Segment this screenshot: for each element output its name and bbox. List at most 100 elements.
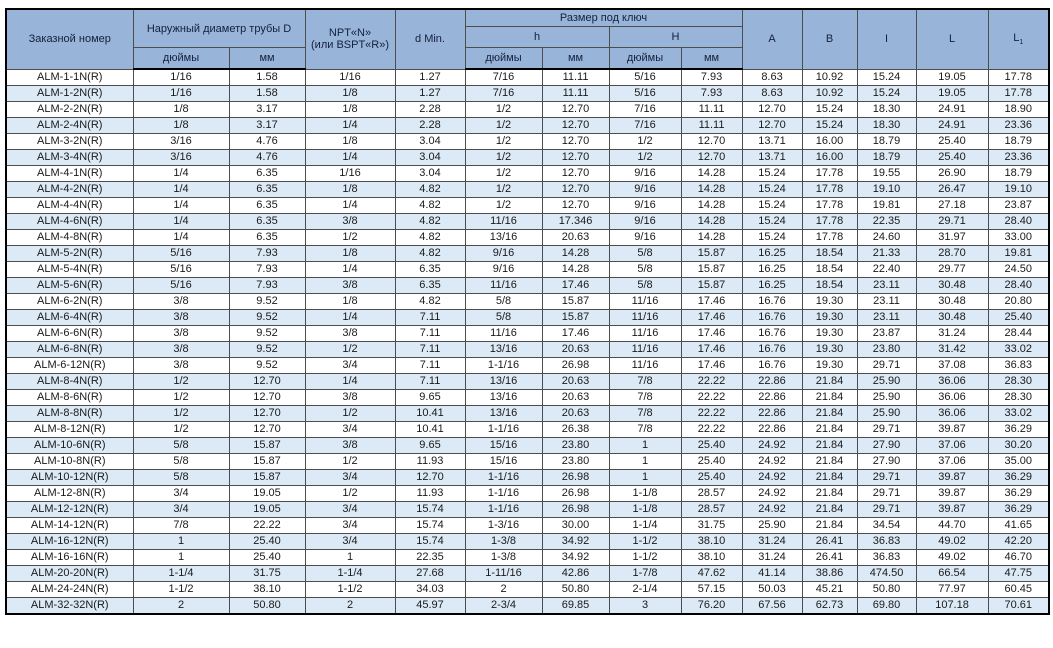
cell-value: 3/16 [132,133,230,150]
cell-value: 15.24 [801,101,858,118]
cell-value: 1-1/16 [464,357,543,374]
cell-value: 5/16 [132,261,230,278]
cell-value: 21.84 [801,389,858,406]
cell-value: 1-1/2 [304,581,396,598]
cell-value: 16.25 [741,245,803,262]
cell-value: 16.25 [741,277,803,294]
header-h-big: H [608,26,743,48]
cell-value: 3.17 [228,117,306,134]
cell-value: 20.63 [541,341,610,358]
cell-value: 28.40 [987,213,1050,230]
cell-value: 19.05 [228,501,306,518]
cell-value: 15.24 [741,197,803,214]
cell-value: 1-11/16 [464,565,543,582]
cell-value: 19.05 [228,485,306,502]
cell-value: 3/4 [304,469,396,486]
cell-value: 14.28 [680,181,743,198]
cell-value: 5/8 [132,469,230,486]
cell-order-number: ALM-10-8N(R) [5,453,134,470]
cell-value: 1/4 [304,197,396,214]
table-row: ALM-8-4N(R) 1/2 12.70 1/4 7.11 13/16 20.63 7/8 2… [5,373,1050,390]
cell-value: 1 [132,533,230,550]
cell-value: 24.92 [741,469,803,486]
cell-value: 1/8 [304,101,396,118]
cell-value: 15.87 [541,293,610,310]
cell-value: 5/8 [608,261,682,278]
cell-value: 26.38 [541,421,610,438]
cell-value: 33.02 [987,341,1050,358]
cell-value: 5/8 [608,277,682,294]
cell-value: 76.20 [680,597,743,615]
cell-value: 1/2 [464,133,543,150]
cell-order-number: ALM-5-2N(R) [5,245,134,262]
cell-value: 1 [608,437,682,454]
header-b: B [801,8,858,70]
table-row: ALM-6-8N(R) 3/8 9.52 1/2 7.11 13/16 20.63 11/16… [5,341,1050,358]
cell-value: 15.74 [394,517,466,534]
cell-value: 22.22 [680,405,743,422]
cell-value: 46.70 [987,549,1050,566]
cell-value: 28.57 [680,485,743,502]
cell-value: 29.77 [915,261,989,278]
cell-value: 6.35 [228,181,306,198]
cell-value: 19.30 [801,293,858,310]
cell-value: 1.58 [228,68,306,86]
cell-value: 36.83 [856,549,917,566]
cell-value: 15.87 [541,309,610,326]
table-row: ALM-8-12N(R) 1/2 12.70 3/4 10.41 1-1/16 26.38 7… [5,421,1050,438]
cell-value: 11/16 [608,357,682,374]
cell-value: 1-1/16 [464,485,543,502]
cell-value: 5/8 [132,437,230,454]
header-outer-diameter: Наружный диаметр трубы D [132,8,306,48]
cell-value: 24.92 [741,437,803,454]
cell-value: 22.22 [680,421,743,438]
cell-value: 474.50 [856,565,917,582]
table-row: ALM-32-32N(R) 2 50.80 2 45.97 2-3/4 69.85 3 76.2… [5,597,1050,615]
cell-value: 1/2 [464,197,543,214]
cell-value: 3/8 [132,341,230,358]
cell-value: 2-1/4 [608,581,682,598]
cell-value: 27.90 [856,437,917,454]
cell-value: 10.41 [394,421,466,438]
header-npt-line2: (или BSPT«R») [311,39,390,52]
cell-value: 3/8 [132,357,230,374]
cell-value: 15.74 [394,533,466,550]
cell-value: 11.11 [541,85,610,102]
cell-value: 25.40 [228,549,306,566]
cell-value: 12.70 [541,181,610,198]
cell-value: 5/8 [464,293,543,310]
cell-value: 3.17 [228,101,306,118]
cell-value: 1/4 [304,261,396,278]
cell-value: 16.76 [741,341,803,358]
cell-value: 7.11 [394,309,466,326]
cell-value: 62.73 [801,597,858,615]
header-a: A [741,8,803,70]
cell-value: 19.81 [987,245,1050,262]
cell-value: 25.40 [228,533,306,550]
header-npt: NPT«N» (или BSPT«R») [304,8,396,70]
cell-value: 1/4 [132,181,230,198]
cell-value: 5/8 [464,309,543,326]
cell-value: 3/8 [304,437,396,454]
cell-value: 1/2 [304,229,396,246]
cell-value: 57.15 [680,581,743,598]
cell-value: 7.11 [394,373,466,390]
cell-value: 7/16 [464,68,543,86]
cell-value: 17.46 [541,277,610,294]
cell-value: 3.04 [394,149,466,166]
cell-value: 7.93 [228,277,306,294]
cell-value: 7.11 [394,341,466,358]
table-row: ALM-4-4N(R) 1/4 6.35 1/4 4.82 1/2 12.70 9/16 14.… [5,197,1050,214]
cell-value: 12.70 [228,421,306,438]
cell-order-number: ALM-12-12N(R) [5,501,134,518]
cell-value: 15.24 [856,68,917,86]
header-H-mm: мм [680,47,743,70]
cell-value: 15.87 [228,437,306,454]
cell-value: 26.41 [801,533,858,550]
cell-value: 3/4 [304,533,396,550]
cell-value: 11.93 [394,485,466,502]
cell-value: 6.35 [228,213,306,230]
header-h-inches: дюймы [464,47,543,70]
cell-value: 3/8 [132,293,230,310]
cell-value: 1/2 [132,405,230,422]
